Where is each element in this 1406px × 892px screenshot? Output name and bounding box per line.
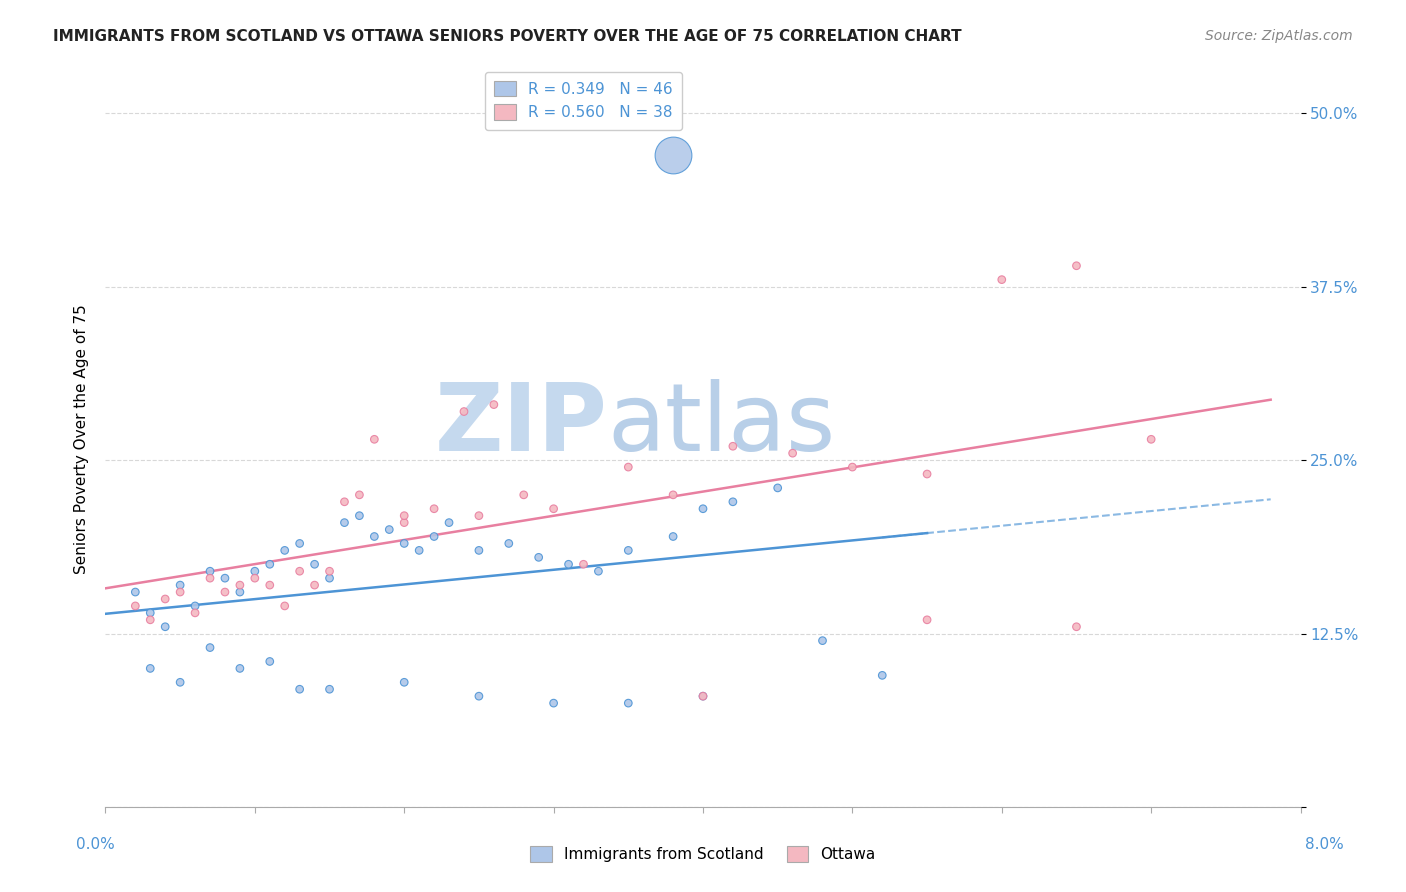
Point <box>363 433 385 447</box>
Point <box>423 529 446 543</box>
Point <box>915 467 938 481</box>
Point <box>273 543 295 558</box>
Point <box>915 613 938 627</box>
Point <box>572 558 595 572</box>
Point <box>721 439 744 453</box>
Point <box>588 564 610 578</box>
Point <box>349 488 371 502</box>
Point <box>273 599 295 613</box>
Point <box>288 564 311 578</box>
Point <box>229 661 252 675</box>
Point <box>617 460 640 475</box>
Legend: Immigrants from Scotland, Ottawa: Immigrants from Scotland, Ottawa <box>524 840 882 868</box>
Point <box>198 564 221 578</box>
Legend: R = 0.349   N = 46, R = 0.560   N = 38: R = 0.349 N = 46, R = 0.560 N = 38 <box>485 71 682 129</box>
Point <box>990 272 1012 286</box>
Point <box>423 501 446 516</box>
Point <box>184 599 207 613</box>
Point <box>468 508 491 523</box>
Point <box>169 675 191 690</box>
Point <box>1066 620 1088 634</box>
Point <box>408 543 430 558</box>
Text: IMMIGRANTS FROM SCOTLAND VS OTTAWA SENIORS POVERTY OVER THE AGE OF 75 CORRELATIO: IMMIGRANTS FROM SCOTLAND VS OTTAWA SENIO… <box>53 29 962 44</box>
Point <box>288 536 311 550</box>
Point <box>870 668 894 682</box>
Text: 0.0%: 0.0% <box>76 838 115 852</box>
Text: Source: ZipAtlas.com: Source: ZipAtlas.com <box>1205 29 1353 43</box>
Point <box>288 682 311 697</box>
Point <box>841 460 863 475</box>
Point <box>214 571 236 585</box>
Point <box>169 585 191 599</box>
Point <box>527 550 550 565</box>
Point <box>692 501 714 516</box>
Point <box>259 655 281 669</box>
Point <box>124 599 146 613</box>
Text: ZIP: ZIP <box>434 378 607 471</box>
Point <box>259 558 281 572</box>
Point <box>304 578 326 592</box>
Point <box>378 523 401 537</box>
Point <box>392 508 416 523</box>
Point <box>782 446 804 460</box>
Point <box>468 689 491 703</box>
Point <box>184 606 207 620</box>
Point <box>513 488 536 502</box>
Point <box>304 558 326 572</box>
Point <box>392 516 416 530</box>
Point <box>229 578 252 592</box>
Point <box>557 558 579 572</box>
Point <box>243 564 266 578</box>
Point <box>392 536 416 550</box>
Point <box>139 661 162 675</box>
Point <box>318 571 340 585</box>
Point <box>139 613 162 627</box>
Point <box>662 488 685 502</box>
Point <box>437 516 460 530</box>
Point <box>692 689 714 703</box>
Point <box>243 571 266 585</box>
Point <box>453 404 475 418</box>
Point <box>318 682 340 697</box>
Point <box>349 508 371 523</box>
Point <box>1140 433 1163 447</box>
Text: 8.0%: 8.0% <box>1305 838 1344 852</box>
Point <box>543 501 565 516</box>
Point <box>543 696 565 710</box>
Point <box>169 578 191 592</box>
Point <box>318 564 340 578</box>
Point <box>333 495 356 509</box>
Point <box>124 585 146 599</box>
Point <box>229 585 252 599</box>
Point <box>198 640 221 655</box>
Point <box>692 689 714 703</box>
Point <box>198 571 221 585</box>
Point <box>139 606 162 620</box>
Point <box>468 543 491 558</box>
Point <box>153 620 177 634</box>
Point <box>721 495 744 509</box>
Y-axis label: Seniors Poverty Over the Age of 75: Seniors Poverty Over the Age of 75 <box>75 304 90 574</box>
Point <box>617 543 640 558</box>
Point <box>363 529 385 543</box>
Text: atlas: atlas <box>607 378 835 471</box>
Point <box>482 398 505 412</box>
Point <box>153 592 177 607</box>
Point <box>662 529 685 543</box>
Point <box>766 481 789 495</box>
Point <box>1066 259 1088 273</box>
Point <box>259 578 281 592</box>
Point <box>498 536 520 550</box>
Point <box>214 585 236 599</box>
Point <box>662 147 685 161</box>
Point <box>392 675 416 690</box>
Point <box>333 516 356 530</box>
Point <box>617 696 640 710</box>
Point <box>811 633 834 648</box>
